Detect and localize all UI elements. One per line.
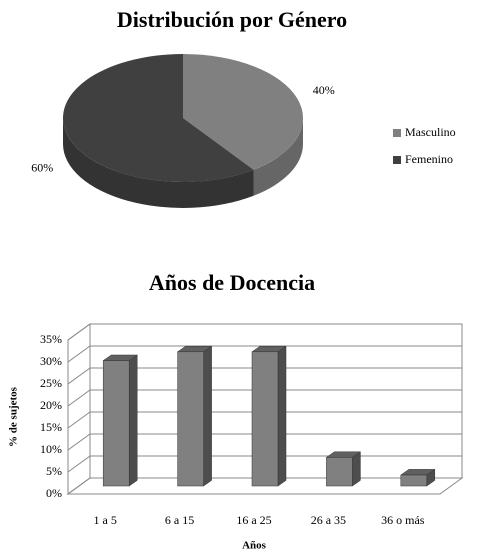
x-tick-label: 36 o más: [381, 513, 425, 527]
pie-side: [253, 118, 303, 196]
pie-slice: [183, 54, 303, 196]
grid-line: [67, 345, 462, 363]
y-tick-label: 25%: [40, 376, 62, 390]
y-tick-label: 15%: [40, 420, 62, 434]
legend-label: Femenino: [405, 152, 453, 166]
legend-label: Masculino: [405, 125, 456, 139]
y-axis-title: % de sujetos: [8, 386, 20, 447]
bar: [176, 345, 213, 487]
y-tick-label: 10%: [40, 442, 62, 456]
x-tick-label: 26 a 35: [311, 513, 346, 527]
bar-side: [128, 354, 138, 487]
data-label: 60%: [31, 160, 53, 174]
y-tick-label: 30%: [40, 354, 62, 368]
bar: [102, 354, 138, 487]
bar-title: Años de Docencia: [149, 270, 315, 295]
bar-front: [251, 351, 279, 487]
bar-side: [203, 345, 212, 487]
grid-line: [67, 411, 462, 429]
legend-swatch: [393, 156, 401, 164]
y-tick-label: 5%: [46, 464, 62, 478]
grid-line: [67, 323, 462, 341]
bar-front: [400, 474, 428, 487]
pie-title: Distribución por Género: [117, 7, 347, 32]
grid-line: [67, 433, 462, 451]
x-tick-label: 16 a 25: [236, 513, 271, 527]
bar-front: [177, 351, 204, 487]
pie-top: [183, 54, 303, 170]
bar: [251, 345, 287, 487]
y-tick-label: 0%: [46, 486, 62, 500]
grid-line: [67, 367, 462, 385]
bar: [325, 451, 362, 487]
x-tick-label: 6 a 15: [165, 513, 194, 527]
grid-line: [67, 389, 462, 407]
x-axis-title: Años: [242, 540, 267, 552]
bar: [400, 468, 436, 487]
bar-front: [326, 457, 353, 487]
bar-side: [352, 451, 361, 487]
pie-side: [63, 118, 254, 208]
y-tick-label: 35%: [40, 332, 62, 346]
legend-swatch: [393, 129, 401, 137]
side-wall: [67, 323, 91, 495]
bar-side: [277, 345, 287, 487]
data-label: 40%: [313, 83, 335, 97]
pie-top: [62, 54, 254, 183]
x-tick-label: 1 a 5: [94, 513, 117, 527]
y-tick-label: 20%: [40, 398, 62, 412]
pie-slice: [62, 54, 254, 208]
bar-front: [102, 360, 130, 487]
